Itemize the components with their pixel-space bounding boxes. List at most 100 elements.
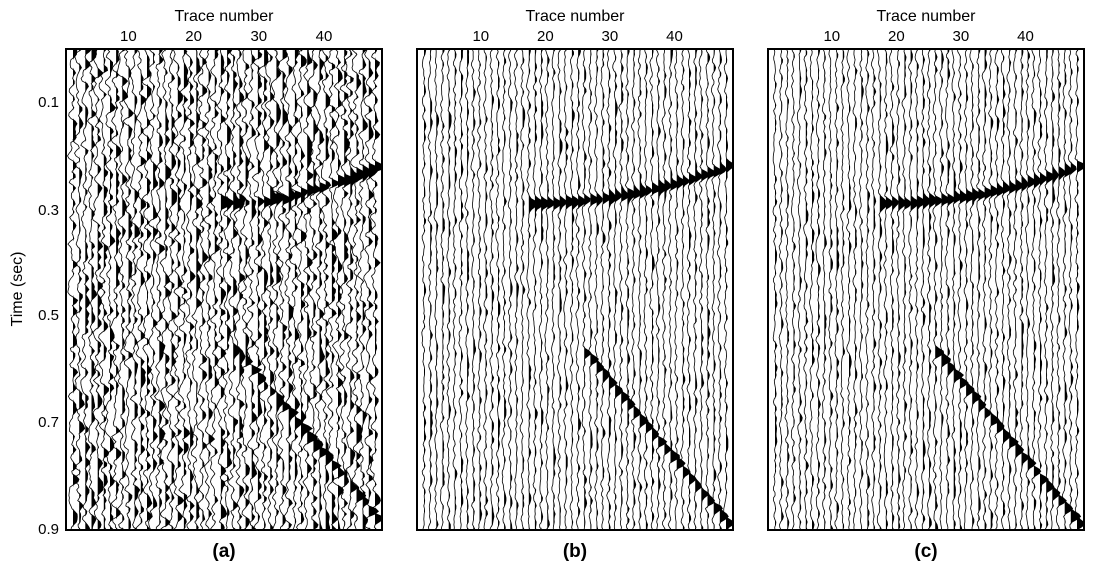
trace-7 — [808, 49, 815, 530]
trace-18 — [876, 49, 889, 530]
trace-50 — [723, 49, 733, 530]
trace-5 — [446, 49, 452, 530]
trace-18-fill — [528, 49, 539, 530]
trace-6-fill — [103, 49, 109, 530]
trace-37 — [643, 49, 654, 530]
trace-36 — [637, 49, 649, 530]
panel-a-ylabel: Time (sec) — [9, 252, 26, 327]
panel-b-label: (b) — [563, 541, 587, 562]
trace-30 — [600, 49, 612, 530]
trace-45-fill — [1046, 49, 1055, 530]
trace-4 — [439, 49, 446, 530]
trace-38-fill — [652, 49, 661, 530]
trace-11 — [129, 49, 141, 530]
trace-30-fill — [602, 49, 612, 530]
trace-21 — [896, 49, 907, 530]
trace-7 — [104, 49, 117, 530]
trace-46 — [1049, 49, 1061, 530]
panel-a-xtick-30: 30 — [250, 28, 267, 45]
trace-40-fill — [313, 49, 323, 530]
trace-48 — [711, 49, 723, 530]
trace-4-fill — [793, 49, 796, 530]
trace-39-fill — [307, 49, 318, 530]
trace-27-fill — [233, 49, 245, 530]
trace-39 — [1006, 49, 1019, 530]
panel-b: Trace number 10 20 30 40 (b) — [472, 8, 682, 562]
trace-4-fill — [91, 49, 98, 530]
trace-50 — [369, 49, 382, 530]
trace-20 — [889, 49, 899, 530]
trace-38 — [1000, 49, 1012, 530]
trace-17-fill — [171, 49, 177, 530]
trace-35 — [981, 49, 994, 530]
trace-4-fill — [442, 49, 445, 530]
trace-31 — [957, 49, 969, 530]
panel-a-label: (a) — [212, 541, 235, 562]
trace-23-fill — [208, 49, 215, 530]
trace-30 — [951, 49, 964, 530]
trace-25 — [215, 49, 234, 530]
trace-38 — [649, 49, 662, 530]
trace-11 — [833, 49, 840, 530]
trace-8 — [109, 49, 122, 530]
trace-15 — [153, 49, 166, 530]
trace-47 — [350, 49, 367, 530]
trace-42 — [320, 49, 334, 530]
trace-41 — [1019, 49, 1030, 530]
trace-11-fill — [134, 49, 140, 530]
panel-a-ytick-0.3: 0.3 — [38, 202, 59, 219]
trace-14 — [852, 49, 858, 530]
trace-21 — [190, 49, 203, 530]
trace-12 — [135, 49, 148, 530]
trace-16 — [159, 49, 172, 530]
panel-a-traces — [67, 49, 382, 530]
trace-15 — [858, 49, 864, 530]
trace-6 — [803, 49, 809, 530]
trace-8-fill — [467, 49, 470, 530]
trace-10-fill — [128, 49, 134, 530]
trace-32 — [612, 49, 624, 530]
trace-7 — [458, 49, 464, 530]
trace-27 — [227, 49, 245, 530]
panel-b-xtick-20: 20 — [537, 28, 554, 45]
panel-b-traces — [421, 49, 733, 530]
trace-37 — [289, 49, 304, 530]
trace-36 — [988, 49, 1001, 530]
trace-20 — [183, 49, 196, 530]
trace-19-fill — [534, 49, 545, 530]
trace-20-fill — [541, 49, 550, 530]
trace-17 — [519, 49, 526, 530]
trace-10 — [828, 49, 834, 530]
trace-49-fill — [1070, 49, 1081, 530]
trace-1 — [67, 49, 80, 530]
trace-46 — [698, 49, 710, 530]
trace-33-fill — [270, 49, 282, 530]
trace-28 — [587, 49, 600, 530]
trace-9-fill — [122, 49, 128, 530]
trace-22 — [551, 49, 563, 530]
panel-c-xtick-30: 30 — [953, 28, 970, 45]
trace-2 — [427, 49, 433, 530]
trace-16 — [865, 49, 871, 530]
trace-2-fill — [781, 49, 784, 530]
trace-48 — [1061, 49, 1074, 530]
trace-15-fill — [861, 49, 864, 530]
panel-c-frame — [767, 48, 1085, 531]
trace-14-fill — [153, 49, 159, 530]
trace-20 — [538, 49, 551, 530]
trace-32 — [257, 49, 274, 530]
trace-35 — [276, 49, 292, 530]
trace-6-fill — [805, 49, 809, 530]
trace-23 — [203, 49, 216, 530]
trace-12-fill — [140, 49, 147, 530]
trace-8 — [815, 49, 821, 530]
trace-5-fill — [97, 49, 104, 530]
trace-10-fill — [830, 49, 834, 530]
panel-a-xlabel: Trace number — [175, 8, 275, 25]
trace-14 — [147, 49, 159, 530]
trace-25 — [920, 49, 931, 530]
trace-24-fill — [214, 49, 220, 530]
trace-33-fill — [621, 49, 630, 530]
trace-31 — [251, 49, 267, 530]
